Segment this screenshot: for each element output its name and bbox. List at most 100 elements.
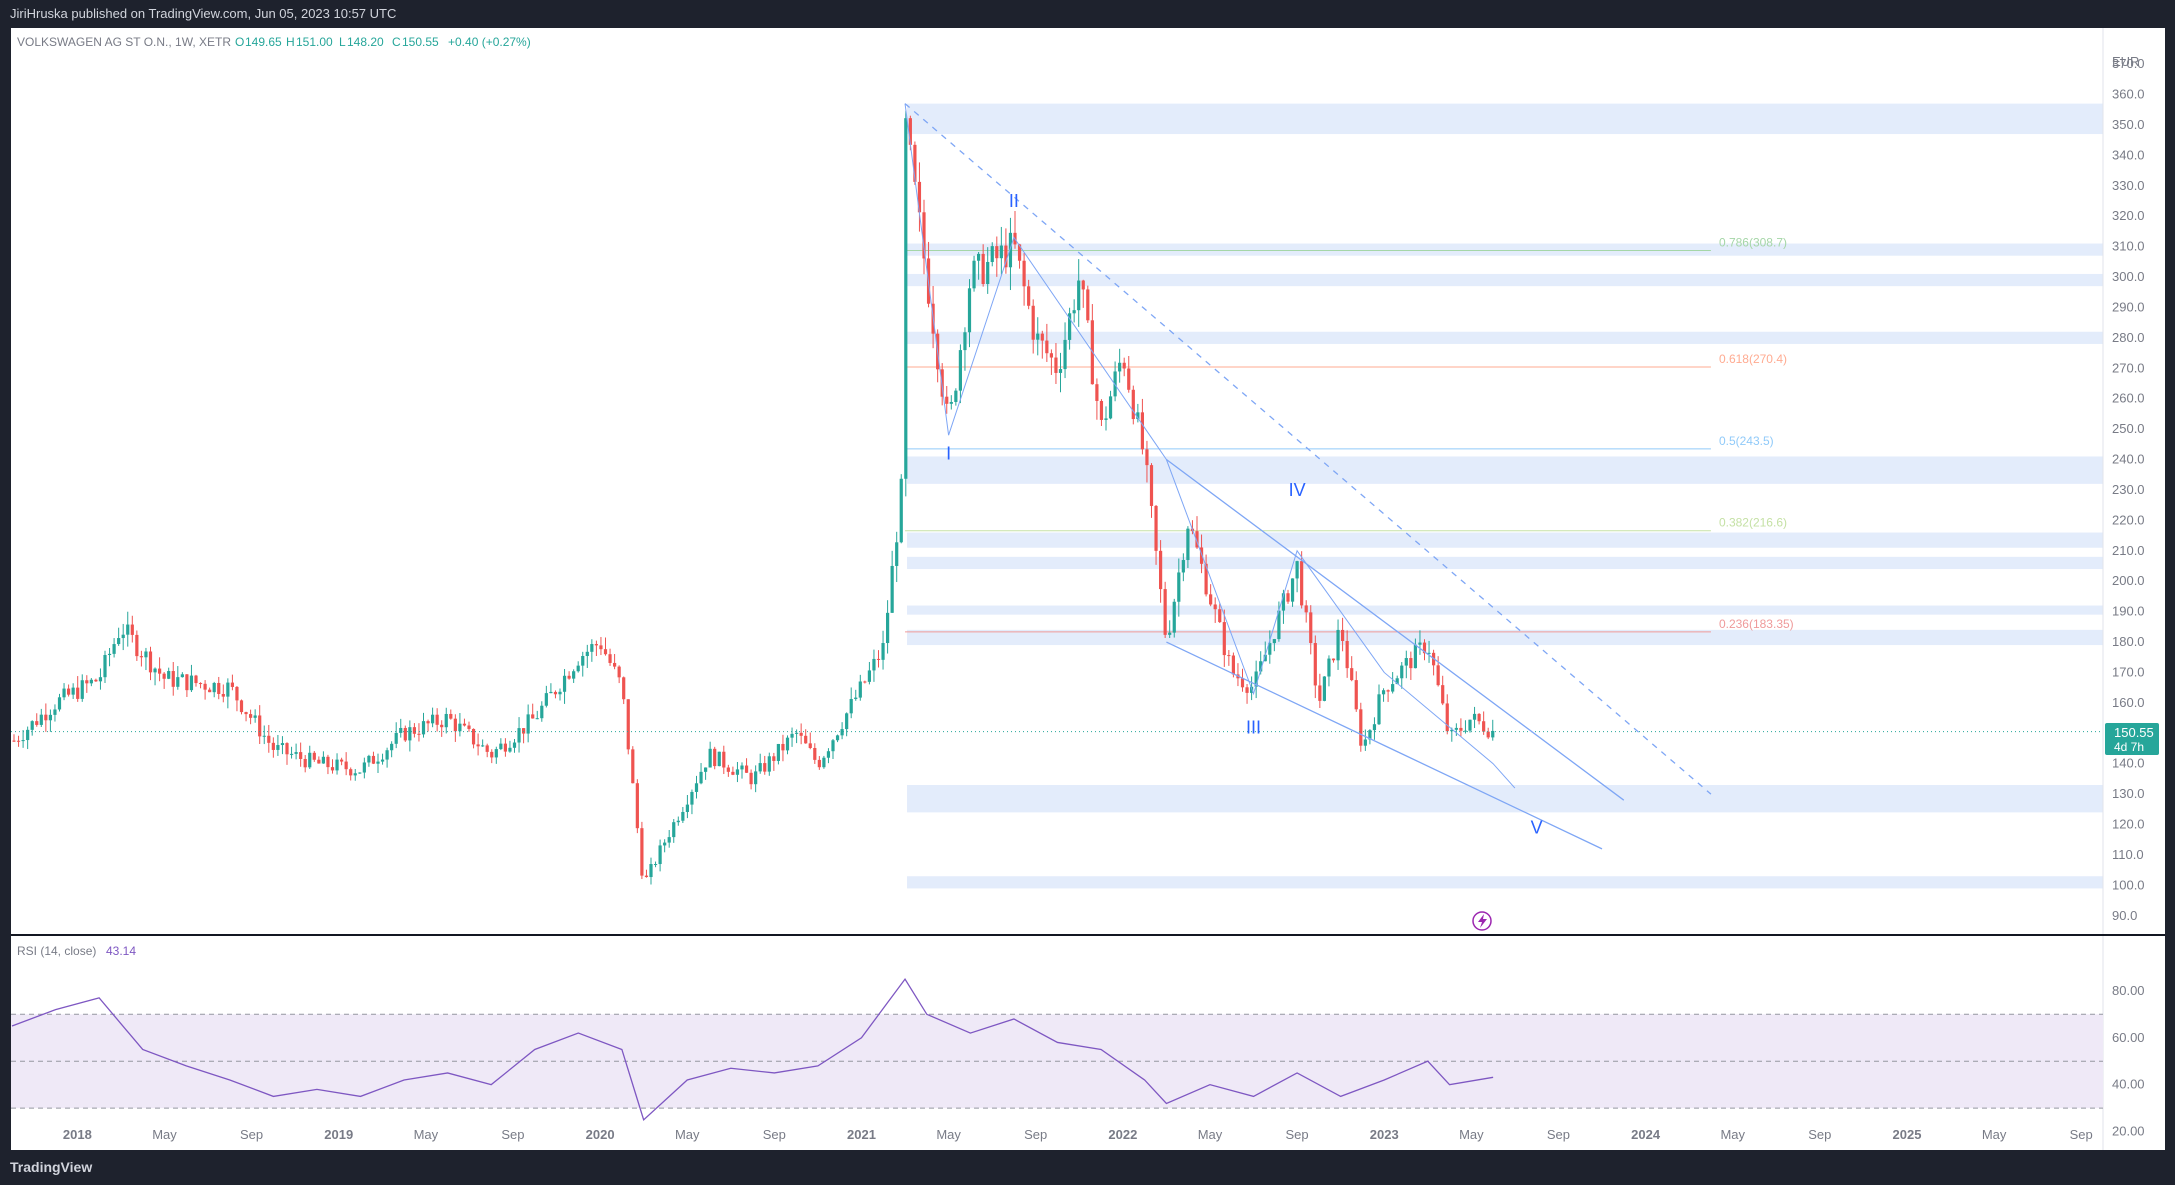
- candle-body: [790, 733, 794, 738]
- price-tick-label: 370.0: [2112, 56, 2145, 71]
- diagonal-guide-line: [904, 103, 1712, 795]
- candle-body: [349, 769, 353, 776]
- candle-body: [226, 682, 230, 697]
- candle-body: [549, 691, 553, 694]
- candle-body: [1327, 658, 1331, 677]
- chart-area[interactable]: 0.786(308.7) 0.618(270.4) 0.5(243.5) 0.382(…: [0, 28, 2175, 1150]
- candle-body: [1213, 604, 1217, 610]
- rsi-tick-label: 20.00: [2112, 1124, 2145, 1139]
- candle-body: [1368, 730, 1372, 740]
- price-tick-label: 340.0: [2112, 147, 2145, 162]
- candle-body: [1231, 655, 1235, 675]
- candle-body: [826, 751, 831, 758]
- candle-body: [858, 681, 862, 698]
- candle-body: [408, 727, 412, 741]
- candle-body: [26, 729, 30, 741]
- candle-body: [467, 725, 471, 729]
- candle-body: [1277, 610, 1281, 640]
- candle-body: [1022, 260, 1026, 287]
- candle-body: [949, 401, 953, 404]
- candle-body: [117, 638, 121, 645]
- candle-body: [995, 246, 999, 259]
- candle-body: [1163, 589, 1167, 635]
- time-tick-label: 2024: [1631, 1127, 1661, 1142]
- candle-body: [1154, 505, 1158, 551]
- candle-body: [717, 751, 721, 767]
- candle-body: [267, 735, 271, 743]
- candle-body: [1477, 713, 1481, 722]
- candle-body: [599, 645, 603, 650]
- candle-body: [685, 804, 689, 812]
- dividend-marker-icon[interactable]: [1472, 911, 1492, 931]
- low-label: L: [339, 35, 346, 49]
- candle-body: [1136, 412, 1140, 420]
- candle-body: [235, 686, 239, 701]
- candle-body: [1422, 642, 1427, 654]
- wave-path: [904, 103, 1516, 789]
- candle-body: [849, 698, 853, 714]
- candle-body: [531, 714, 535, 719]
- candle-body: [731, 771, 735, 775]
- bottom-bar: TradingView: [0, 1150, 2175, 1185]
- candle-body: [1486, 731, 1490, 738]
- candle-body: [1118, 362, 1122, 372]
- candle-body: [362, 762, 366, 773]
- candle-body: [622, 677, 626, 700]
- time-tick-label: 2018: [63, 1127, 92, 1142]
- rsi-name: RSI (14, close): [17, 944, 96, 958]
- time-tick-label: Sep: [501, 1127, 524, 1142]
- price-zone: [907, 273, 2103, 287]
- price-axis[interactable]: 90.0 100.0 110.0 120.0 130.0 140.0 160.0 170.0 1…: [2112, 56, 2145, 923]
- candle-body: [963, 332, 967, 351]
- candle-body: [1054, 357, 1058, 373]
- time-axis[interactable]: 2018 May Sep 2019 May Sep 2020 May Sep 2021 May Sep…: [63, 1127, 2093, 1142]
- candle-body: [954, 390, 958, 402]
- candle-body: [517, 728, 521, 743]
- candle-body: [1304, 605, 1308, 613]
- candle-body: [44, 714, 48, 721]
- candle-body: [977, 253, 981, 261]
- candle-body: [990, 246, 994, 262]
- candle-body: [98, 677, 103, 682]
- candle-body: [1168, 632, 1172, 635]
- candle-body: [667, 837, 671, 843]
- candle-body: [795, 732, 799, 734]
- candle-body: [1058, 369, 1063, 373]
- candle-body: [1290, 578, 1295, 602]
- price-tick-label: 120.0: [2112, 817, 2145, 832]
- price-tick-label: 210.0: [2112, 543, 2145, 558]
- candle-body: [230, 682, 234, 687]
- candle-body: [1127, 368, 1131, 390]
- price-tick-label: 320.0: [2112, 208, 2145, 223]
- candle-body: [922, 212, 926, 259]
- fib-level-label: 0.786(308.7): [1719, 236, 1787, 250]
- candle-body: [1263, 654, 1267, 662]
- candle-body: [1491, 730, 1495, 738]
- wave-label: V: [1531, 818, 1543, 838]
- candle-body: [1149, 465, 1154, 506]
- rsi-line: [11, 977, 1494, 1122]
- price-tick-label: 250.0: [2112, 421, 2145, 436]
- candle-body: [253, 715, 257, 718]
- candle-body: [726, 767, 730, 772]
- candle-body: [57, 697, 62, 710]
- candle-body: [640, 828, 644, 876]
- candle-body: [485, 745, 489, 752]
- candle-body: [1331, 658, 1336, 661]
- candle-body: [103, 655, 107, 678]
- candle-body: [1209, 594, 1213, 605]
- candle-body: [135, 634, 139, 657]
- candle-body: [631, 749, 635, 784]
- time-tick-label: May: [1982, 1127, 2007, 1142]
- candle-body: [481, 745, 485, 747]
- candle-body: [340, 759, 344, 762]
- candle-body: [435, 714, 439, 725]
- price-tick-label: 170.0: [2112, 664, 2145, 679]
- time-tick-label: 2020: [586, 1127, 615, 1142]
- candle-body: [380, 759, 385, 762]
- price-zones: [907, 103, 2103, 889]
- candle-body: [967, 288, 972, 333]
- candle-body: [740, 765, 744, 770]
- candle-body: [1409, 658, 1413, 669]
- candle-body: [1004, 245, 1008, 268]
